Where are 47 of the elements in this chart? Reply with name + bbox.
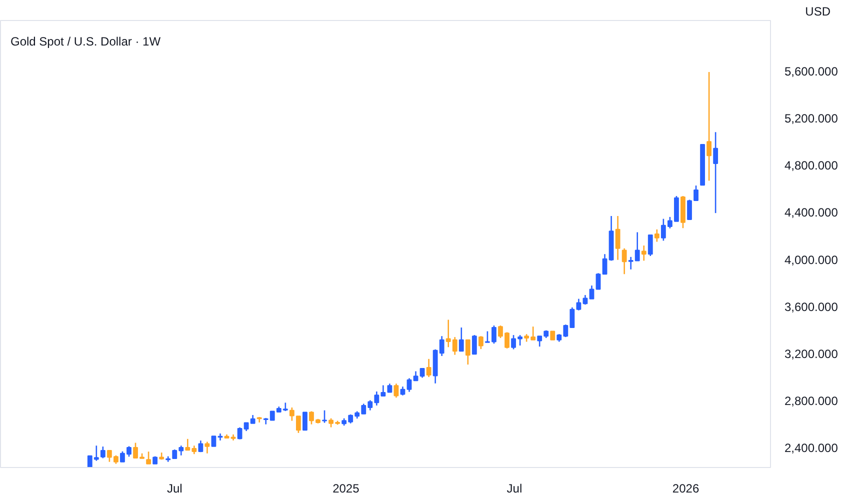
candlestick [146, 450, 151, 465]
candlestick [687, 199, 692, 220]
y-tick-label: 2,800.000 [784, 394, 838, 408]
y-tick-label: 3,200.000 [784, 346, 838, 361]
candlestick [654, 228, 660, 242]
candlestick [694, 184, 698, 202]
candlestick [641, 244, 646, 262]
candlestick [648, 234, 653, 257]
candlestick [204, 441, 210, 454]
candlestick [596, 272, 601, 290]
y-tick-label: 3,600.000 [784, 300, 838, 314]
candlestick [237, 426, 242, 440]
candlestick [589, 284, 594, 300]
x-tick-label: 2025 [332, 482, 360, 496]
candlestick [420, 368, 425, 378]
candlestick [602, 253, 608, 275]
candlestick [296, 415, 301, 434]
candlestick [458, 326, 464, 352]
candlestick [537, 335, 542, 348]
candlestick [413, 370, 418, 382]
candlestick [426, 358, 432, 378]
y-tick-label: 4,400.000 [784, 206, 838, 220]
y-tick-label: 5,200.000 [784, 112, 838, 126]
y-axis-title: USD [805, 4, 831, 18]
y-tick-label: 2,400.000 [784, 441, 838, 456]
candlestick [472, 334, 477, 355]
y-tick-label: 5,600.000 [784, 64, 838, 79]
candlestick [582, 294, 588, 306]
y-tick-label: 4,800.000 [784, 158, 838, 173]
candlestick [211, 436, 216, 447]
candlestick [394, 382, 399, 398]
text: Gold Spot / U.S. Dollar · 1W [10, 34, 162, 48]
candlestick [478, 335, 484, 350]
x-tick-label: Jul [506, 482, 522, 496]
candlestick [622, 248, 627, 275]
y-tick-label: 4,000.000 [784, 252, 838, 267]
candlestick [406, 378, 412, 393]
candlestick [289, 406, 294, 422]
candlestick [706, 71, 712, 182]
candlestick [465, 339, 470, 366]
candlestick [100, 446, 106, 459]
x-tick-label: 2026 [672, 482, 700, 496]
candlestick [713, 131, 718, 214]
candlestick [615, 215, 620, 261]
x-tick-label: Jul [166, 482, 182, 496]
candlestick [302, 412, 308, 431]
candlestick [322, 410, 327, 424]
